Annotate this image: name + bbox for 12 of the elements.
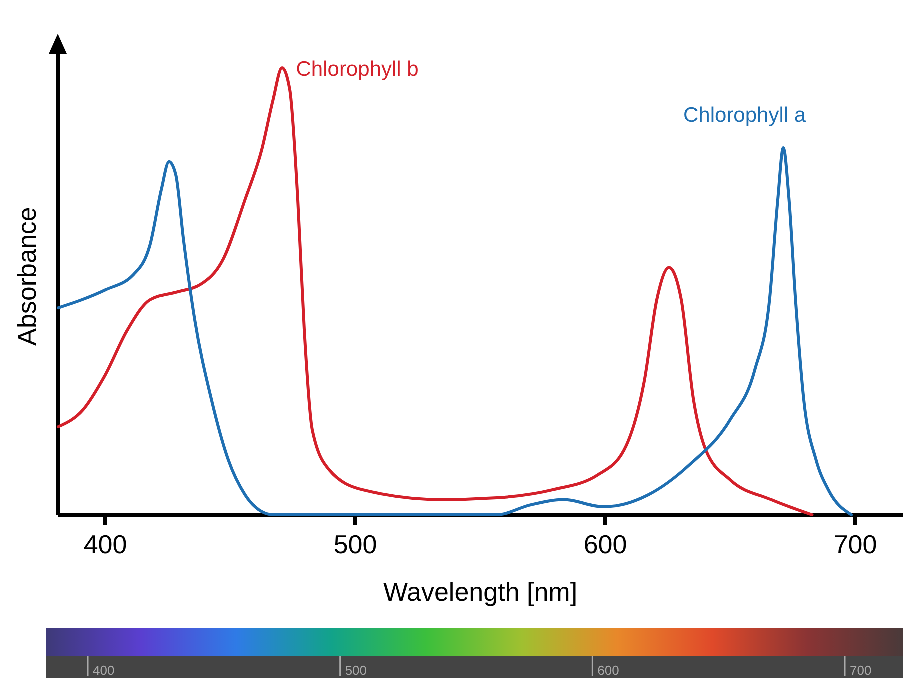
series-label: Chlorophyll b [296, 58, 419, 81]
series-label: Chlorophyll a [684, 104, 806, 128]
x-axis-title: Wavelength [nm] [383, 577, 578, 607]
text: 700 [850, 663, 872, 678]
x-tick-label: 600 [584, 529, 628, 560]
y-axis-title: Absorbance [12, 207, 42, 346]
x-tick-label: 400 [84, 529, 128, 560]
x-tick-label: 700 [834, 529, 878, 560]
x-tick-label: 500 [334, 529, 378, 560]
text: 400 [93, 663, 115, 678]
text: 500 [345, 663, 368, 678]
text: 600 [598, 663, 620, 678]
